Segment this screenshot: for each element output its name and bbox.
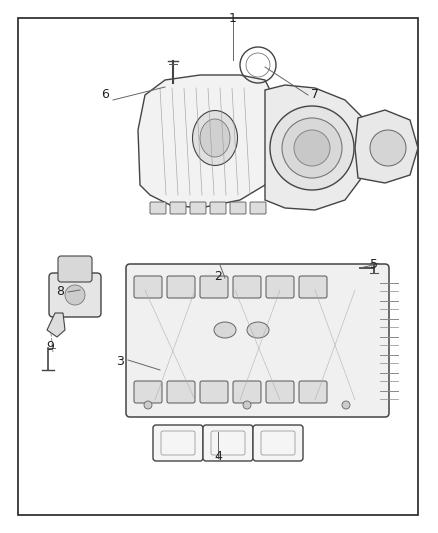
FancyBboxPatch shape bbox=[134, 381, 162, 403]
FancyBboxPatch shape bbox=[170, 202, 186, 214]
FancyBboxPatch shape bbox=[200, 276, 228, 298]
Text: 6: 6 bbox=[101, 88, 109, 101]
Text: 2: 2 bbox=[214, 270, 222, 283]
Circle shape bbox=[282, 118, 342, 178]
Text: 3: 3 bbox=[116, 355, 124, 368]
Circle shape bbox=[342, 401, 350, 409]
FancyBboxPatch shape bbox=[153, 425, 203, 461]
FancyBboxPatch shape bbox=[150, 202, 166, 214]
Polygon shape bbox=[355, 110, 418, 183]
FancyBboxPatch shape bbox=[167, 381, 195, 403]
Polygon shape bbox=[265, 85, 368, 210]
FancyBboxPatch shape bbox=[134, 276, 162, 298]
Ellipse shape bbox=[200, 119, 230, 157]
FancyBboxPatch shape bbox=[58, 256, 92, 282]
Ellipse shape bbox=[214, 322, 236, 338]
Polygon shape bbox=[138, 75, 270, 208]
FancyBboxPatch shape bbox=[266, 276, 294, 298]
Circle shape bbox=[65, 285, 85, 305]
FancyBboxPatch shape bbox=[126, 264, 389, 417]
Circle shape bbox=[270, 106, 354, 190]
Text: 1: 1 bbox=[229, 12, 237, 25]
Circle shape bbox=[243, 401, 251, 409]
Text: 9: 9 bbox=[46, 340, 54, 353]
FancyBboxPatch shape bbox=[233, 381, 261, 403]
FancyBboxPatch shape bbox=[210, 202, 226, 214]
FancyBboxPatch shape bbox=[49, 273, 101, 317]
Circle shape bbox=[294, 130, 330, 166]
Circle shape bbox=[370, 130, 406, 166]
Polygon shape bbox=[47, 313, 65, 337]
Circle shape bbox=[144, 401, 152, 409]
FancyBboxPatch shape bbox=[299, 276, 327, 298]
FancyBboxPatch shape bbox=[200, 381, 228, 403]
FancyBboxPatch shape bbox=[233, 276, 261, 298]
FancyBboxPatch shape bbox=[203, 425, 253, 461]
Ellipse shape bbox=[247, 322, 269, 338]
FancyBboxPatch shape bbox=[299, 381, 327, 403]
FancyBboxPatch shape bbox=[253, 425, 303, 461]
Text: 8: 8 bbox=[56, 285, 64, 298]
Text: 7: 7 bbox=[311, 88, 319, 101]
FancyBboxPatch shape bbox=[190, 202, 206, 214]
FancyBboxPatch shape bbox=[250, 202, 266, 214]
FancyBboxPatch shape bbox=[266, 381, 294, 403]
Text: 4: 4 bbox=[214, 450, 222, 463]
Text: 5: 5 bbox=[370, 258, 378, 271]
Ellipse shape bbox=[192, 110, 237, 166]
FancyBboxPatch shape bbox=[167, 276, 195, 298]
FancyBboxPatch shape bbox=[230, 202, 246, 214]
